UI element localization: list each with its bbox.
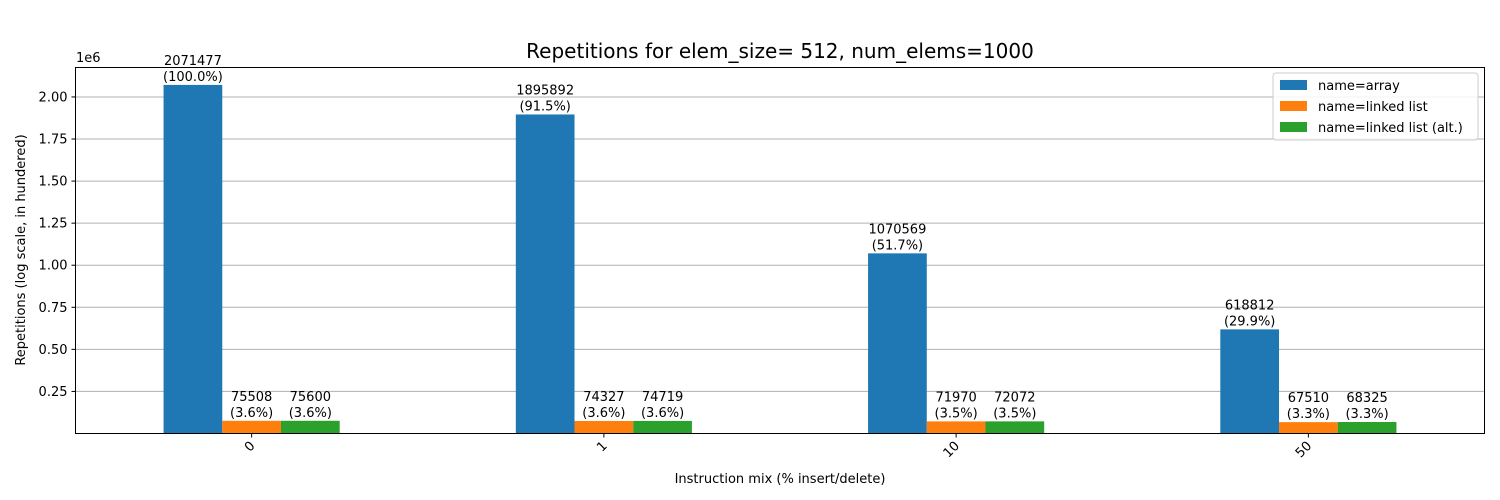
y-tick-label: 0.25: [39, 385, 68, 400]
bar-value-label: 71970: [935, 390, 976, 405]
bar: [1337, 422, 1397, 434]
y-tick-label: 2.00: [39, 90, 68, 105]
bar-percent-label: (3.6%): [289, 406, 332, 421]
bar-value-label: 1070569: [868, 222, 926, 237]
bar: [222, 420, 281, 434]
bar: [868, 253, 927, 434]
y-offset-label: 1e6: [76, 51, 101, 66]
bar-labels: 2071477(100.0%)75508(3.6%)75600(3.6%)189…: [163, 54, 1389, 422]
legend-swatch: [1280, 122, 1307, 132]
x-tick-label: 1: [594, 439, 610, 455]
legend-label: name=linked list: [1318, 100, 1428, 115]
y-tick-label: 1.25: [39, 217, 68, 232]
bar-percent-label: (3.6%): [230, 406, 273, 421]
bar: [574, 420, 634, 434]
legend-swatch: [1280, 80, 1307, 90]
bar-value-label: 75508: [231, 390, 272, 405]
y-tick-label: 0.75: [39, 301, 68, 316]
bar: [515, 114, 575, 434]
bar-value-label: 2071477: [164, 54, 222, 69]
legend-label: name=linked list (alt.): [1318, 121, 1463, 136]
y-tick-label: 1.50: [39, 175, 68, 190]
bar-value-label: 75600: [290, 390, 331, 405]
bar: [1220, 329, 1280, 434]
bars: [163, 84, 1397, 434]
bar-value-label: 74327: [583, 390, 624, 405]
x-tick-label: 0: [242, 439, 258, 455]
legend-box: [1272, 72, 1479, 141]
plot-frame: [75, 67, 1485, 434]
legend: name=array name=linked list name=linked li…: [1272, 72, 1479, 141]
bar-value-label: 67510: [1288, 391, 1329, 406]
x-axis-label: Instruction mix (% insert/delete): [675, 472, 886, 487]
bar-percent-label: (91.5%): [519, 99, 570, 114]
y-axis-label: Repetitions (log scale, in hundered): [14, 134, 29, 365]
bar-percent-label: (3.3%): [1287, 407, 1330, 422]
bar-percent-label: (3.3%): [1345, 407, 1388, 422]
bar-percent-label: (3.5%): [993, 406, 1036, 421]
bar: [985, 421, 1045, 434]
x-axis: 0 1 10 50: [242, 433, 1315, 461]
legend-swatch: [1280, 101, 1307, 111]
bar-percent-label: (3.6%): [641, 406, 684, 421]
y-tick-label: 1.00: [39, 259, 68, 274]
legend-label: name=array: [1318, 79, 1400, 94]
x-tick-label: 50: [1293, 439, 1315, 461]
bar: [163, 84, 223, 434]
x-tick-label: 10: [941, 439, 963, 461]
chart-title: Repetitions for elem_size= 512, num_elem…: [526, 39, 1034, 63]
bar: [926, 421, 986, 434]
bar-value-label: 1895892: [516, 83, 574, 98]
bar: [280, 420, 340, 434]
bar-value-label: 618812: [1225, 298, 1275, 313]
bar: [1279, 422, 1338, 434]
y-tick-label: 0.50: [39, 343, 68, 358]
y-axis: 0.25 0.50 0.75 1.00 1.25 1.50 1.75 2.00: [39, 90, 76, 400]
bar-value-label: 74719: [642, 390, 683, 405]
bar-percent-label: (100.0%): [163, 70, 223, 85]
bar-percent-label: (51.7%): [872, 238, 923, 253]
bar-percent-label: (3.5%): [935, 406, 978, 421]
bar-value-label: 68325: [1346, 391, 1387, 406]
bar-percent-label: (3.6%): [582, 406, 625, 421]
bar-value-label: 72072: [994, 390, 1035, 405]
bar: [633, 420, 692, 434]
bar-percent-label: (29.9%): [1224, 314, 1275, 329]
gridlines: [75, 96, 1485, 392]
y-tick-label: 1.75: [39, 133, 68, 148]
